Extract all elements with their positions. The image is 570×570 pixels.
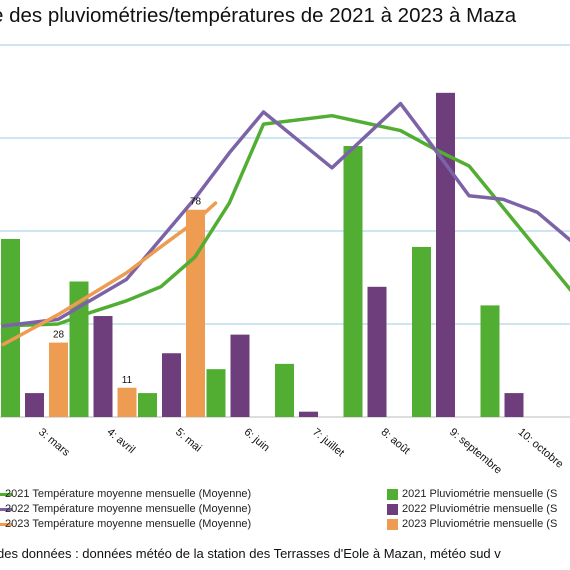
bar-2-7 [436,92,455,417]
legend-swatch [387,489,398,500]
data-label: 11 [122,375,133,386]
x-tick-label: 9: septembre [447,426,504,476]
source-note: des données : données météo de la statio… [0,546,501,561]
data-label: 78 [190,197,202,208]
bar-2-4 [230,334,250,417]
line-series-3 [1,201,218,347]
series-lines [1,101,570,347]
legend-swatch [387,519,398,530]
bar-3-2 [117,387,137,417]
legend-swatch [0,508,12,511]
legend-label: 2022 Pluviométrie mensuelle (S [402,503,558,515]
x-tick-labels: 3: mars 4: avril 5: mai 6: juin 7: juillet 8:… [36,426,565,476]
x-tick-label: 8: août [379,426,412,457]
bar-2-6 [367,286,387,417]
data-label: 28 [53,330,65,341]
bar-2-2 [93,316,113,417]
bar-1-8 [480,305,500,417]
data-labels: 28 11 78 [53,197,202,386]
bar-2-1 [25,393,44,417]
bar-1-6 [343,145,363,417]
bar-3-1 [49,342,68,417]
bar-2-8 [504,393,524,417]
x-tick-label: 7: juillet [310,426,346,459]
bar-1-4 [206,369,226,417]
legend-label: 2023 Température moyenne mensuelle (Moye… [5,518,252,530]
bar-2-3 [162,353,181,417]
bar-1-1 [1,238,20,417]
bar-1-3 [138,393,157,417]
x-tick-label: 6: juin [242,426,272,454]
bar-3-3 [186,209,205,417]
legend-swatch [387,504,398,515]
bars [1,92,524,417]
legend-label: 2023 Pluviométrie mensuelle (S [402,518,558,530]
legend-swatch [0,523,12,526]
x-tick-label: 5: mai [173,426,204,454]
legend-label: 2021 Température moyenne mensuelle (Moye… [5,488,252,500]
chart-title: e des pluviométries/températures de 2021… [0,4,517,27]
x-tick-label: 3: mars [36,426,72,459]
chart-plot: 28 11 78 3: mars 4: avril 5: mai 6: juin 7: ju… [0,44,570,477]
bar-2-5 [299,411,318,417]
line-series-2 [1,101,570,328]
legend-label: 2022 Température moyenne mensuelle (Moye… [5,503,252,515]
bar-1-5 [275,363,294,417]
x-tick-label: 4: avril [105,426,138,456]
line-series-1 [1,113,570,328]
bar-1-7 [412,246,431,417]
legend-label: 2021 Pluviométrie mensuelle (S [402,488,558,500]
x-tick-label: 10: octobre [516,426,566,471]
legend: 2021 Température moyenne mensuelle (Moye… [0,485,570,535]
legend-swatch [0,493,12,496]
